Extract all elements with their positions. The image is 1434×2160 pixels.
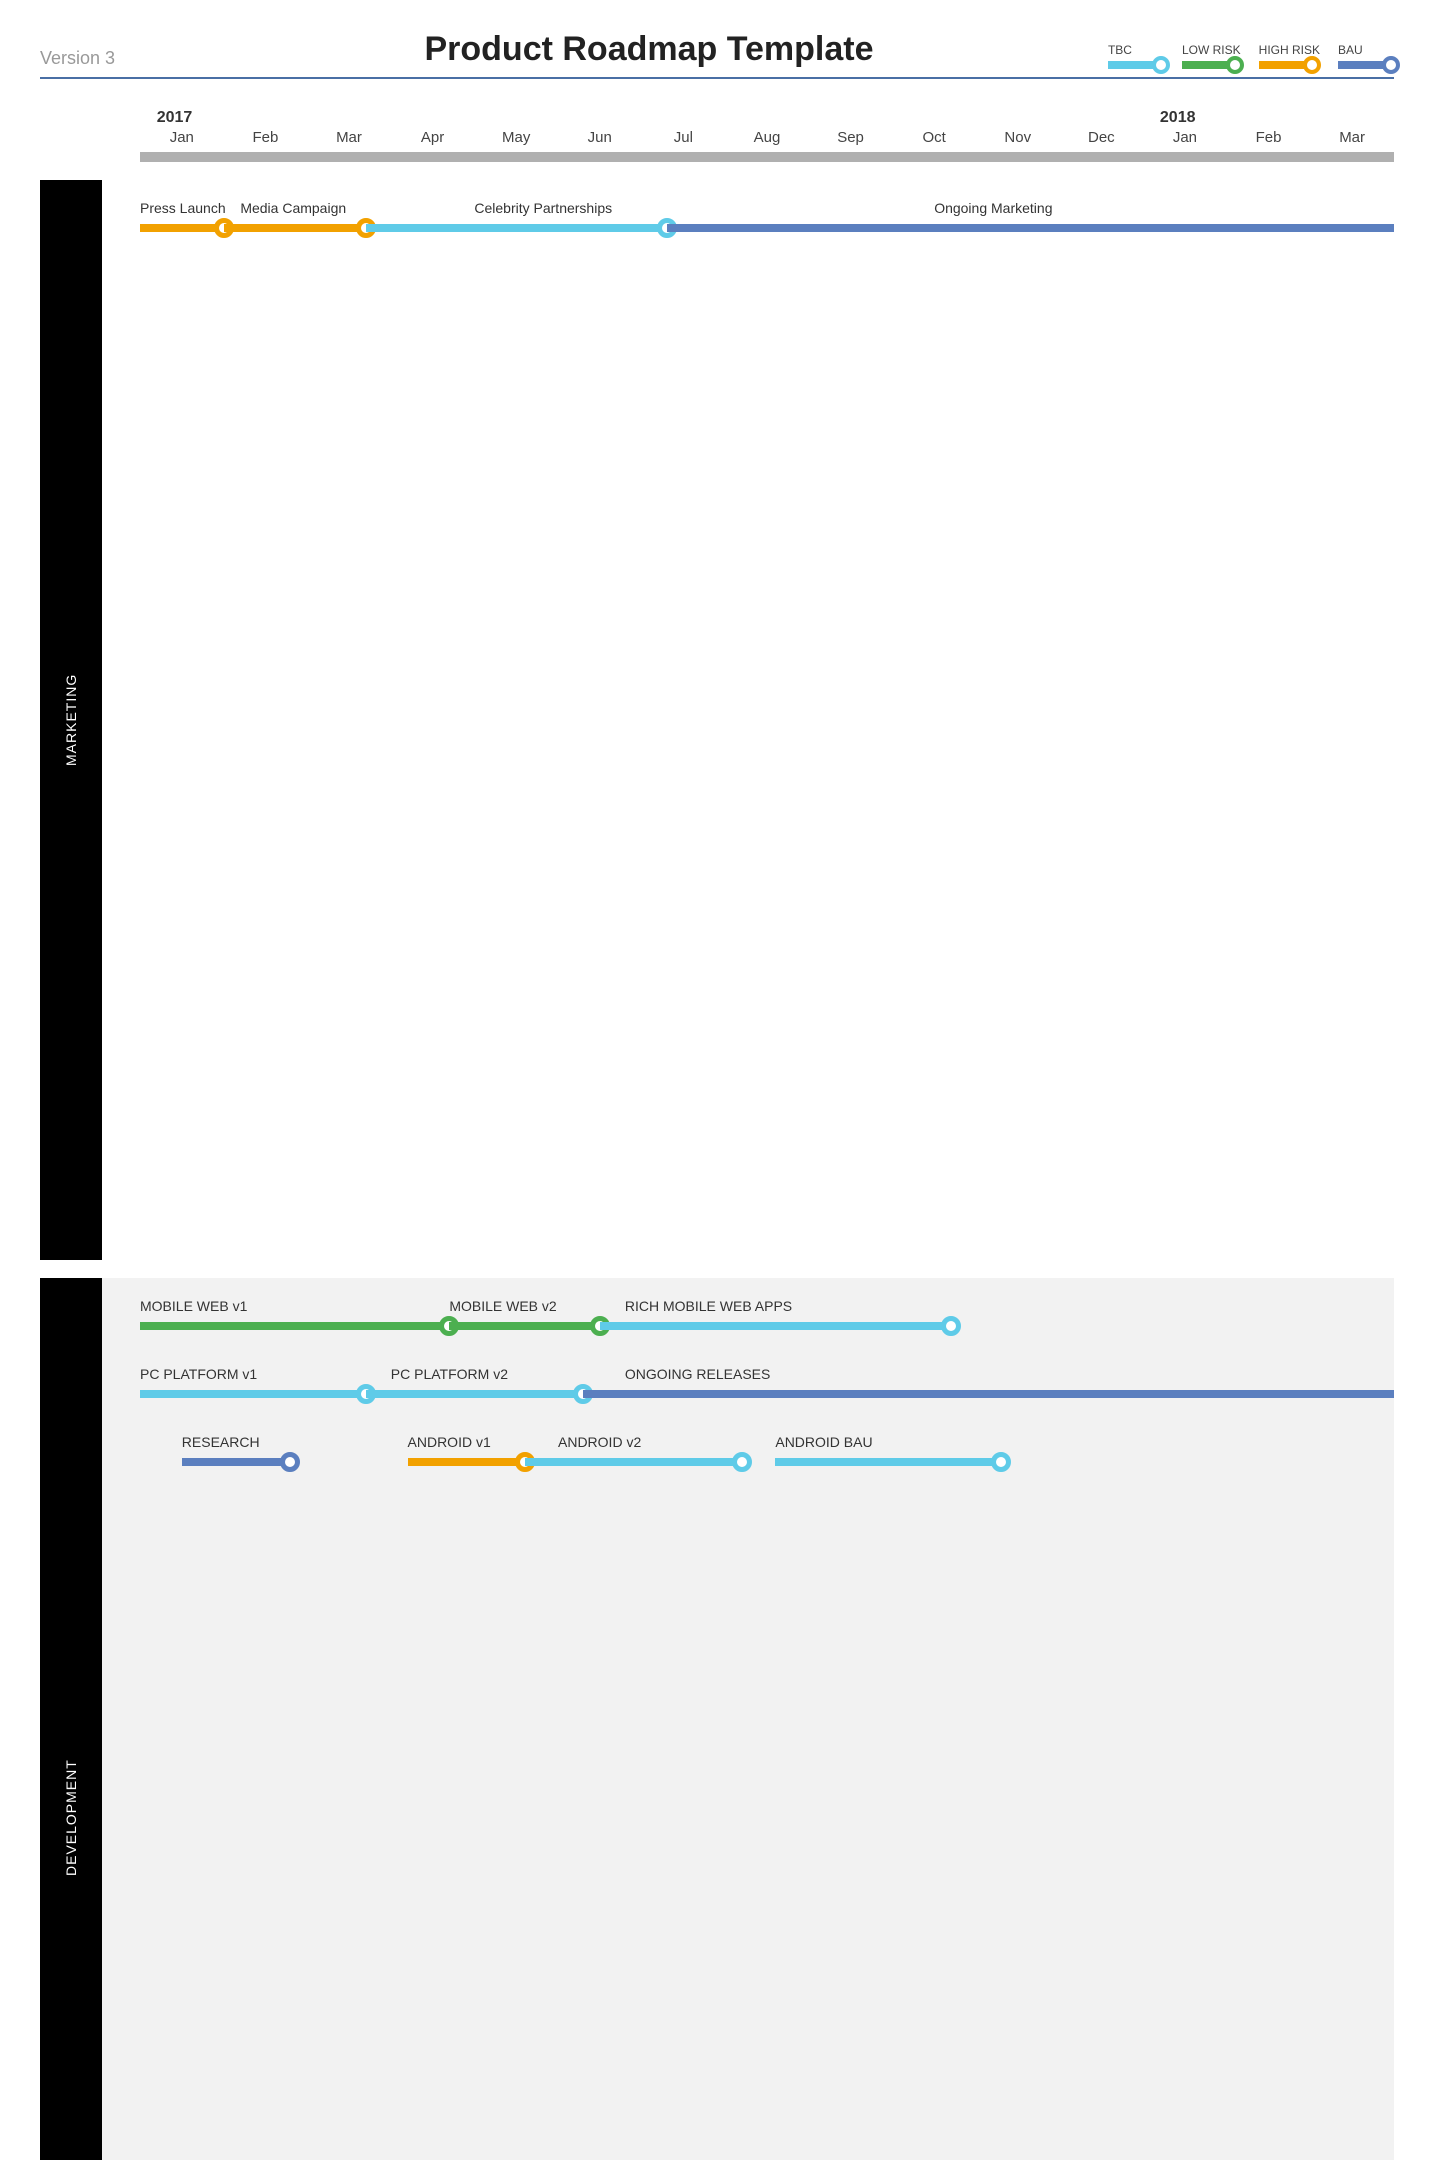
segment-marker-icon xyxy=(941,1316,961,1336)
segment-bar xyxy=(600,1322,951,1330)
time-axis: 20172018 JanFebMarAprMayJunJulAugSepOctN… xyxy=(140,109,1394,162)
segment-label: ONGOING RELEASES xyxy=(625,1366,770,1382)
segment-bar xyxy=(140,1390,366,1398)
segment-bar xyxy=(449,1322,599,1330)
legend-item: LOW RISK xyxy=(1182,43,1241,69)
segment-bar xyxy=(366,1390,583,1398)
segment-marker-icon xyxy=(280,1452,300,1472)
month-label: Sep xyxy=(809,129,893,146)
segment-bar xyxy=(408,1458,525,1466)
year-label: 2018 xyxy=(1160,109,1196,127)
segment-label: ANDROID v2 xyxy=(558,1434,641,1450)
swimlane-label: DEVELOPMENT xyxy=(40,1278,102,2160)
legend-bar xyxy=(1108,61,1164,69)
legend: TBC LOW RISK HIGH RISK BAU xyxy=(1108,43,1394,69)
month-label: Feb xyxy=(224,129,308,146)
segment-label: Ongoing Marketing xyxy=(934,200,1052,216)
segment-label: ANDROID BAU xyxy=(775,1434,872,1450)
segment-bar xyxy=(667,224,1394,232)
page-title: Product Roadmap Template xyxy=(210,30,1088,69)
segment-bar xyxy=(775,1458,1001,1466)
segment-label: ANDROID v1 xyxy=(408,1434,491,1450)
month-label: Nov xyxy=(976,129,1060,146)
legend-marker-icon xyxy=(1382,56,1400,74)
month-label: Aug xyxy=(725,129,809,146)
swimlane-development: DEVELOPMENT MOBILE WEB v1 MOBILE WEB v2 RIC… xyxy=(40,1278,1394,2160)
track: PC PLATFORM v1 PC PLATFORM v2 ONGOING RELE… xyxy=(140,1366,1394,1406)
month-label: Mar xyxy=(1310,129,1394,146)
swimlane-marketing: MARKETING Press Launch Media Campaign Celeb… xyxy=(40,180,1394,1260)
month-label: Jun xyxy=(558,129,642,146)
legend-item: HIGH RISK xyxy=(1259,43,1320,69)
segment-bar xyxy=(366,224,667,232)
legend-marker-icon xyxy=(1226,56,1244,74)
segment-label: MOBILE WEB v2 xyxy=(449,1298,556,1314)
track: RESEARCH ANDROID v1 ANDROID v2 ANDROID BAU xyxy=(140,1434,1394,1474)
segment-bar xyxy=(140,1322,449,1330)
segment-label: Media Campaign xyxy=(240,200,346,216)
month-label: Mar xyxy=(307,129,391,146)
segment-label: Celebrity Partnerships xyxy=(474,200,612,216)
segment-marker-icon xyxy=(732,1452,752,1472)
legend-label: LOW RISK xyxy=(1182,43,1241,57)
swimlane-label: MARKETING xyxy=(40,180,102,1260)
legend-marker-icon xyxy=(1303,56,1321,74)
segment-bar xyxy=(182,1458,291,1466)
segment-bar xyxy=(525,1458,742,1466)
legend-label: HIGH RISK xyxy=(1259,43,1320,57)
header: Version 3 Product Roadmap Template TBC L… xyxy=(40,30,1394,79)
segment-label: PC PLATFORM v2 xyxy=(391,1366,508,1382)
segment-label: RICH MOBILE WEB APPS xyxy=(625,1298,792,1314)
segment-bar xyxy=(583,1390,1394,1398)
year-label: 2017 xyxy=(157,109,193,127)
segment-label: RESEARCH xyxy=(182,1434,260,1450)
month-label: Apr xyxy=(391,129,475,146)
month-label: Jul xyxy=(642,129,726,146)
swimlane-body: MOBILE WEB v1 MOBILE WEB v2 RICH MOBILE WE… xyxy=(140,1278,1394,2160)
legend-marker-icon xyxy=(1152,56,1170,74)
legend-bar xyxy=(1259,61,1315,69)
legend-bar xyxy=(1182,61,1238,69)
legend-label: TBC xyxy=(1108,43,1132,57)
axis-bar xyxy=(140,152,1394,162)
track: Press Launch Media Campaign Celebrity Part… xyxy=(140,200,1394,240)
month-label: Oct xyxy=(892,129,976,146)
segment-bar xyxy=(140,224,224,232)
month-label: Feb xyxy=(1227,129,1311,146)
segment-marker-icon xyxy=(991,1452,1011,1472)
month-label: Jan xyxy=(140,129,224,146)
track: MOBILE WEB v1 MOBILE WEB v2 RICH MOBILE WE… xyxy=(140,1298,1394,1338)
segment-label: Press Launch xyxy=(140,200,226,216)
month-label: May xyxy=(474,129,558,146)
month-label: Jan xyxy=(1143,129,1227,146)
segment-label: MOBILE WEB v1 xyxy=(140,1298,247,1314)
timeline: 20172018 JanFebMarAprMayJunJulAugSepOctN… xyxy=(40,109,1394,2160)
segment-bar xyxy=(224,224,366,232)
version-label: Version 3 xyxy=(40,48,210,69)
swimlane-body: Press Launch Media Campaign Celebrity Part… xyxy=(140,180,1394,1260)
month-label: Dec xyxy=(1060,129,1144,146)
legend-item: TBC xyxy=(1108,43,1164,69)
legend-item: BAU xyxy=(1338,43,1394,69)
legend-label: BAU xyxy=(1338,43,1363,57)
segment-label: PC PLATFORM v1 xyxy=(140,1366,257,1382)
legend-bar xyxy=(1338,61,1394,69)
